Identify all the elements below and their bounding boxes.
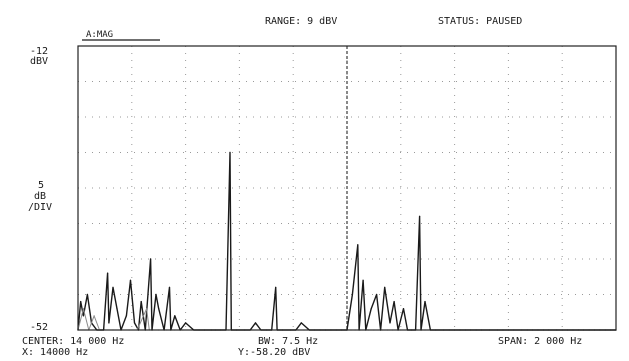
trace-point — [108, 322, 110, 324]
plot-frame — [77, 45, 617, 331]
trace-point — [86, 293, 88, 296]
y-marker-readout: Y:-58.20 dBV — [238, 347, 310, 358]
trace-point — [376, 293, 378, 296]
trace-point — [402, 308, 405, 310]
scale-per-division: /DIV — [28, 202, 52, 213]
trace-point — [393, 301, 395, 303]
trace-point — [300, 322, 302, 324]
trace-point — [419, 215, 421, 217]
trace-point — [93, 315, 95, 317]
trace-point — [82, 315, 84, 317]
trace-point — [158, 308, 160, 310]
range-readout: RANGE: 9 dBV — [265, 16, 337, 27]
trace-point — [133, 322, 136, 324]
trace-point — [116, 308, 118, 310]
trace-point — [146, 308, 148, 310]
trace-point — [351, 293, 353, 296]
trace-point — [254, 322, 257, 324]
scale-value: 5 — [38, 180, 44, 191]
trace-point — [185, 322, 187, 324]
trace-point — [370, 308, 372, 310]
trace-point — [150, 258, 152, 260]
span-readout: SPAN: 2 000 Hz — [498, 336, 582, 347]
trace-point — [129, 279, 132, 281]
trace-point — [389, 322, 391, 324]
trace-point — [275, 286, 277, 288]
trace-point — [82, 308, 84, 310]
trace-point — [168, 286, 171, 288]
center-frequency-readout: CENTER: 14 000 Hz — [22, 336, 124, 347]
trace-point — [80, 301, 82, 303]
scale-unit: dB — [34, 191, 46, 202]
trace-point — [155, 293, 157, 296]
trace-label: A:MAG — [86, 30, 113, 40]
trace-point — [362, 279, 364, 281]
x-marker-readout: X: 14000 Hz — [22, 347, 88, 358]
trace-point — [424, 301, 426, 303]
top-reference-value: -12 — [30, 46, 48, 57]
trace-point — [107, 272, 109, 274]
top-reference-unit: dBV — [30, 56, 48, 67]
status-readout: STATUS: PAUSED — [438, 16, 522, 27]
trace-point — [125, 315, 127, 317]
graticule — [78, 46, 616, 330]
trace-point — [112, 286, 114, 288]
bandwidth-readout: BW: 7.5 Hz — [258, 336, 318, 347]
trace-point — [229, 151, 231, 154]
trace-point — [384, 286, 386, 288]
bottom-reference-value: -52 — [30, 322, 48, 333]
trace-point — [357, 244, 359, 246]
trace-point — [174, 315, 176, 317]
trace-point — [140, 301, 142, 303]
